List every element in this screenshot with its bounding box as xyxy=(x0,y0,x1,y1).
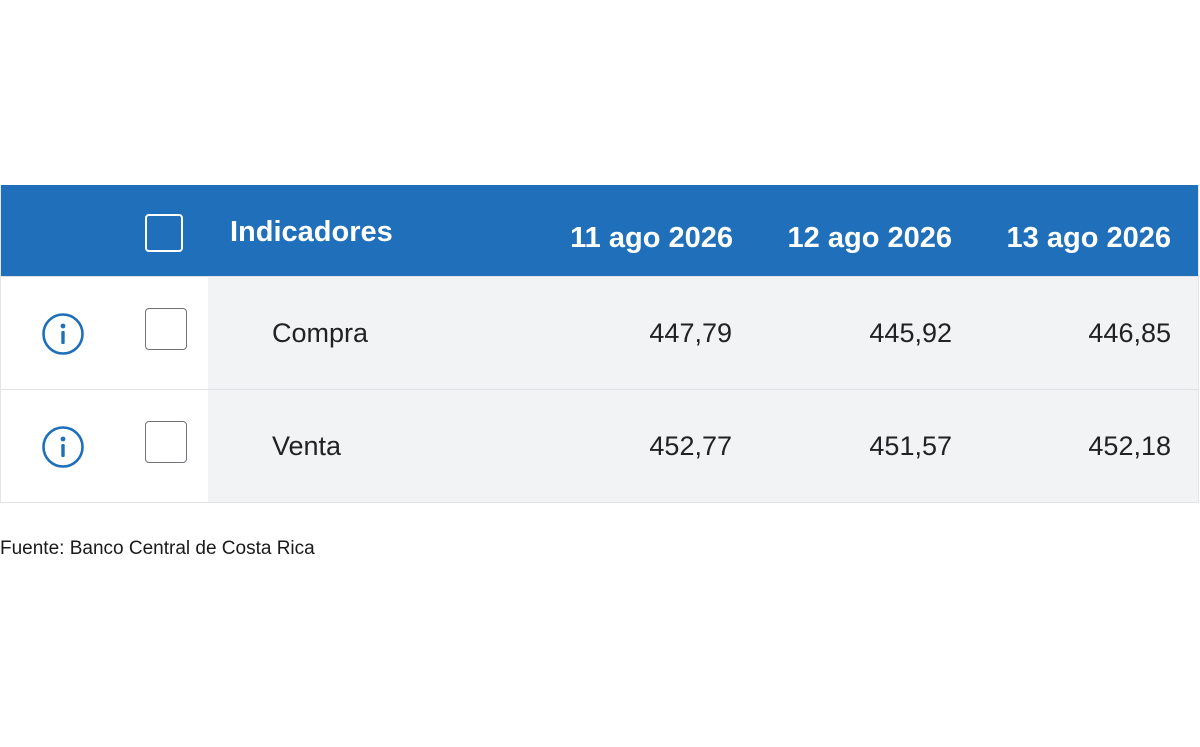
row-checkbox-compra[interactable] xyxy=(145,308,187,350)
row-checkbox-venta[interactable] xyxy=(145,421,187,463)
row-value: 452,77 xyxy=(649,431,732,461)
select-all-checkbox[interactable] xyxy=(145,214,183,252)
row-value: 451,57 xyxy=(869,431,952,461)
row-data-cell xyxy=(208,277,1198,389)
indicators-table: Indicadores 11 ago 2026 12 ago 2026 13 a… xyxy=(0,185,1199,503)
row-data-cell xyxy=(208,390,1198,502)
row-value: 447,79 xyxy=(649,318,732,348)
table-header: Indicadores 11 ago 2026 12 ago 2026 13 a… xyxy=(1,185,1198,276)
info-circle-icon[interactable] xyxy=(41,425,85,469)
info-circle-icon[interactable] xyxy=(41,312,85,356)
row-label: Venta xyxy=(272,431,342,461)
header-date-1: 11 ago 2026 xyxy=(570,222,733,254)
table-row: Compra 447,79 445,92 446,85 xyxy=(1,276,1198,389)
row-value: 446,85 xyxy=(1088,318,1171,348)
header-title: Indicadores xyxy=(230,216,393,248)
header-date-2: 12 ago 2026 xyxy=(787,222,952,254)
row-label: Compra xyxy=(272,318,369,348)
source-note: Fuente: Banco Central de Costa Rica xyxy=(0,538,315,559)
row-value: 452,18 xyxy=(1088,431,1171,461)
table-row: Venta 452,77 451,57 452,18 xyxy=(1,389,1198,502)
header-date-3: 13 ago 2026 xyxy=(1006,222,1171,254)
row-value: 445,92 xyxy=(869,318,952,348)
